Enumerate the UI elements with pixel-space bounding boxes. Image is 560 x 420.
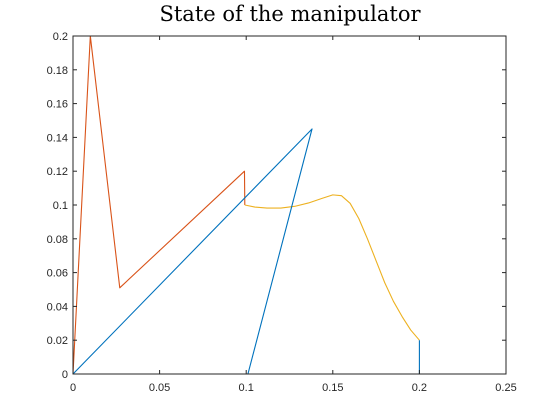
y-tick-label: 0.02: [47, 335, 68, 347]
y-tick-label: 0: [62, 369, 68, 381]
series-line-1: [72, 35, 246, 375]
plot-frame: [72, 35, 507, 375]
y-tick-label: 0.06: [47, 268, 68, 280]
y-axis: 0 0.02 0.04 0.06 0.08 0.1 0.12 0.14 0.16 0.18 0.2: [47, 31, 506, 381]
x-tick-label: 0.2: [412, 382, 427, 394]
y-tick-label: 0.2: [53, 31, 68, 43]
series-layer: [72, 35, 420, 375]
y-tick-label: 0.14: [47, 132, 68, 144]
y-tick-label: 0.12: [47, 166, 68, 178]
chart-title: State of the manipulator: [159, 2, 421, 26]
y-tick-label: 0.18: [47, 65, 68, 77]
y-tick-label: 0.1: [53, 200, 68, 212]
y-tick-label: 0.08: [47, 234, 68, 246]
x-tick-label: 0.05: [149, 382, 170, 394]
y-tick-label: 0.04: [47, 301, 68, 313]
x-tick-label: 0.1: [239, 382, 254, 394]
x-axis: 0 0.05 0.1 0.15 0.2 0.25: [70, 36, 517, 394]
x-tick-label: 0: [70, 382, 76, 394]
series-line-2: [244, 194, 420, 341]
y-tick-label: 0.16: [47, 99, 68, 111]
x-tick-label: 0.25: [495, 382, 516, 394]
x-tick-label: 0.15: [322, 382, 343, 394]
series-line-3: [72, 128, 420, 375]
